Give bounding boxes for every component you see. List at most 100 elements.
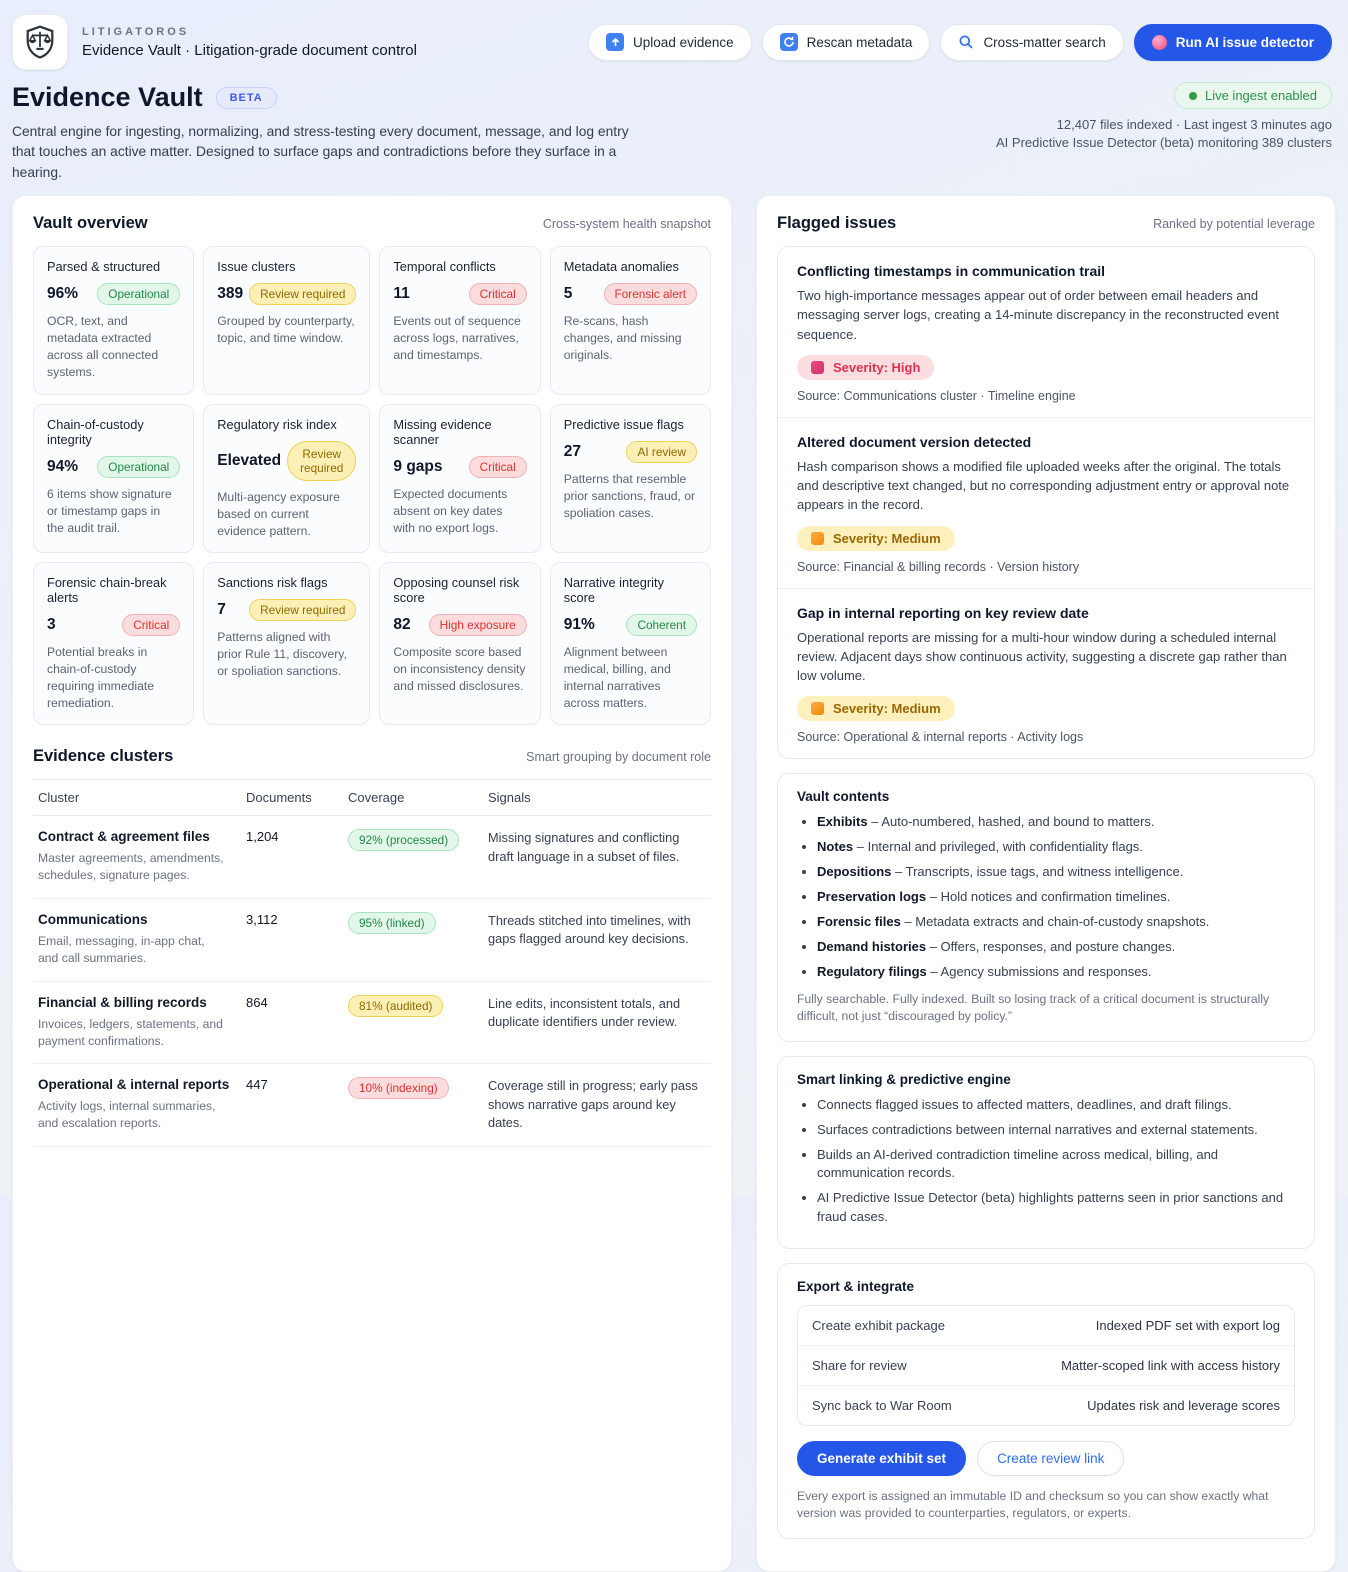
list-item: Exhibits – Auto-numbered, hashed, and bo… (817, 813, 1295, 831)
stat-desc: Alignment between medical, billing, and … (563, 645, 671, 711)
export-options-list: Create exhibit package Indexed PDF set w… (797, 1304, 1295, 1426)
status-badge: Coherent (626, 614, 697, 637)
stat-card-opposing-counsel-risk: Opposing counsel risk score 82 High expos… (379, 562, 541, 726)
stat-label: Predictive issue flags (563, 416, 684, 432)
hero-left: Evidence Vault BETA Central engine for i… (12, 82, 644, 183)
cross-matter-search-button[interactable]: Cross-matter search (940, 23, 1124, 61)
coverage-badge: 92% (processed) (348, 829, 460, 852)
table-row-contracts[interactable]: Contract & agreement files Master agreem… (33, 816, 711, 900)
refresh-icon (779, 33, 798, 51)
item-desc: – Hold notices and confirmation timeline… (929, 889, 1171, 905)
column-coverage: Coverage (348, 790, 405, 806)
brand: LITIGATOROS Evidence Vault · Litigation-… (12, 14, 417, 70)
export-integrate-title: Export & integrate (797, 1278, 915, 1294)
stat-card-sanctions-flags: Sanctions risk flags 7 Review required Pa… (203, 562, 371, 726)
issue-source: Source: Communications cluster · Timelin… (797, 388, 1076, 403)
cluster-name: Financial & billing records (38, 994, 207, 1010)
cross-matter-search-label: Cross-matter search (983, 34, 1106, 50)
export-row-share-review[interactable]: Share for review Matter-scoped link with… (798, 1344, 1294, 1385)
brand-text: LITIGATOROS Evidence Vault · Litigation-… (82, 26, 417, 59)
vault-contents-list: Exhibits – Auto-numbered, hashed, and bo… (797, 813, 1295, 981)
cluster-documents: 447 (246, 1077, 268, 1093)
item-term: Exhibits (817, 814, 868, 830)
table-row-financial[interactable]: Financial & billing records Invoices, le… (33, 982, 711, 1065)
stat-desc: OCR, text, and metadata extracted across… (47, 314, 159, 380)
stat-card-predictive-flags: Predictive issue flags 27 AI review Patte… (549, 403, 711, 554)
cluster-signals: Missing signatures and conflicting draft… (488, 830, 680, 864)
stat-label: Parsed & structured (47, 259, 161, 275)
page-title: Evidence Vault (12, 82, 203, 112)
export-actions: Generate exhibit set Create review link (797, 1440, 1295, 1476)
status-badge: Critical (468, 455, 527, 478)
stat-desc: Patterns aligned with prior Rule 11, dis… (217, 630, 347, 679)
stat-card-issue-clusters: Issue clusters 389 Review required Groupe… (203, 246, 371, 395)
item-desc: – Internal and privileged, with confiden… (856, 839, 1143, 855)
status-badge: High exposure (428, 614, 527, 637)
status-badge: Review required (249, 283, 357, 306)
evidence-clusters-subtitle: Smart grouping by document role (526, 750, 711, 765)
clusters-table: Cluster Documents Coverage Signals Contr… (33, 779, 711, 1148)
rescan-metadata-button[interactable]: Rescan metadata (761, 23, 931, 61)
cluster-signals: Coverage still in progress; early pass s… (488, 1078, 698, 1130)
top-bar: LITIGATOROS Evidence Vault · Litigation-… (0, 0, 1348, 74)
export-row-exhibit-package[interactable]: Create exhibit package Indexed PDF set w… (798, 1306, 1294, 1345)
create-review-link-button[interactable]: Create review link (977, 1440, 1125, 1476)
severity-badge-medium: Severity: Medium (797, 525, 955, 551)
column-cluster: Cluster (38, 790, 80, 806)
issue-conflicting-timestamps[interactable]: Conflicting timestamps in communication … (778, 247, 1314, 417)
shield-scales-icon (26, 25, 54, 59)
status-badge: Operational (97, 455, 181, 478)
list-item: Surfaces contradictions between internal… (817, 1121, 1295, 1139)
generate-exhibit-set-button[interactable]: Generate exhibit set (797, 1440, 967, 1476)
issue-altered-document[interactable]: Altered document version detected Hash c… (778, 416, 1314, 588)
table-row-operational[interactable]: Operational & internal reports Activity … (33, 1064, 711, 1148)
issue-title: Conflicting timestamps in communication … (797, 263, 1106, 280)
item-desc: – Offers, responses, and posture changes… (929, 939, 1176, 955)
toolbar: Upload evidence Rescan metadata Cross-ma… (588, 23, 1332, 61)
cluster-sub: Master agreements, amendments, schedules… (38, 851, 224, 883)
status-badge: Critical (122, 614, 181, 637)
flagged-issues-title: Flagged issues (777, 214, 897, 233)
table-row-communications[interactable]: Communications Email, messaging, in-app … (33, 899, 711, 982)
cluster-name: Contract & agreement files (38, 829, 210, 845)
issue-body: Two high-importance messages appear out … (797, 288, 1279, 342)
export-value: Updates risk and leverage scores (1087, 1397, 1280, 1413)
list-item: Builds an AI-derived contradiction timel… (817, 1146, 1295, 1183)
item-term: Forensic files (817, 914, 901, 930)
stat-desc: Re-scans, hash changes, and missing orig… (563, 314, 682, 363)
status-badge: Operational (97, 283, 181, 306)
vault-overview-title: Vault overview (33, 214, 148, 233)
stat-desc: Events out of sequence across logs, narr… (393, 314, 521, 363)
issue-body: Operational reports are missing for a mu… (797, 629, 1287, 684)
export-row-sync-war-room[interactable]: Sync back to War Room Updates risk and l… (798, 1384, 1294, 1425)
stat-value: 96% (47, 285, 79, 303)
column-signals: Signals (488, 790, 531, 806)
cluster-signals: Line edits, inconsistent totals, and dup… (488, 995, 681, 1029)
rescan-metadata-label: Rescan metadata (806, 34, 913, 50)
stat-label: Forensic chain-break alerts (47, 575, 167, 606)
cluster-documents: 3,112 (246, 912, 278, 928)
stat-value: 11 (393, 285, 410, 303)
severity-square-icon (811, 360, 824, 374)
run-ai-detector-button[interactable]: Run AI issue detector (1133, 23, 1332, 61)
files-indexed-meta: 12,407 files indexed · Last ingest 3 min… (1056, 117, 1332, 132)
cluster-sub: Email, messaging, in-app chat, and call … (38, 934, 205, 965)
hero: Evidence Vault BETA Central engine for i… (0, 74, 1348, 183)
stat-value: 27 (563, 442, 581, 460)
stat-value: 94% (47, 457, 79, 475)
page-description: Central engine for ingesting, normalizin… (12, 124, 629, 180)
upload-evidence-button[interactable]: Upload evidence (588, 23, 752, 61)
stat-value: 9 gaps (393, 457, 443, 475)
severity-badge-medium: Severity: Medium (797, 696, 955, 722)
ingest-meta: 12,407 files indexed · Last ingest 3 min… (996, 116, 1332, 152)
stat-value: 5 (563, 285, 573, 303)
stat-grid: Parsed & structured 96% Operational OCR, … (33, 246, 711, 726)
stat-label: Issue clusters (217, 259, 296, 275)
app-logo (12, 14, 68, 70)
issue-reporting-gap[interactable]: Gap in internal reporting on key review … (778, 587, 1314, 759)
list-item: Notes – Internal and privileged, with co… (817, 838, 1295, 856)
item-desc: – Agency submissions and responses. (930, 964, 1152, 980)
item-term: Notes (817, 839, 854, 855)
severity-label: Severity: High (833, 359, 921, 375)
stat-label: Missing evidence scanner (393, 416, 492, 447)
